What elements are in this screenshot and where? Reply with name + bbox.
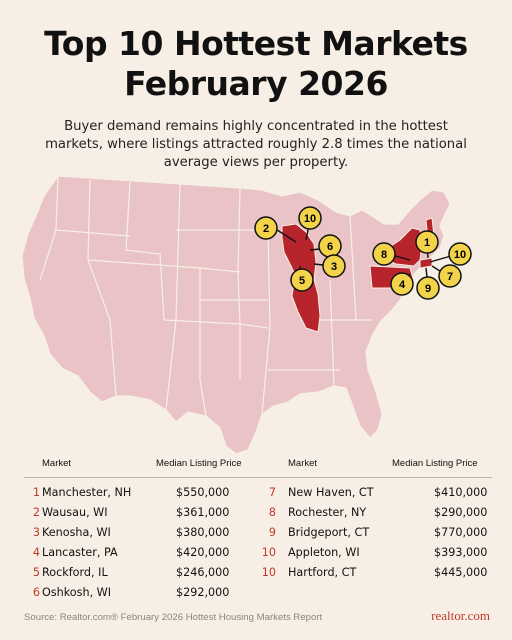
markers: 2 10 6 3 5 1 8 10 — [254, 206, 472, 300]
rank-number: 7 — [268, 486, 276, 499]
table-row: 7 New Haven, CT $410,000 — [258, 486, 492, 506]
header-market: Market — [288, 458, 318, 469]
marker-10-ct: 10 — [448, 242, 472, 266]
us-base-shape — [21, 175, 451, 455]
table-row: 2 Wausau, WI $361,000 — [24, 506, 258, 526]
rank-number: 9 — [268, 526, 276, 539]
svg-text:1: 1 — [424, 237, 430, 249]
state-illinois — [291, 279, 321, 333]
rank-number: 4 — [32, 546, 40, 559]
market-name: Hartford, CT — [288, 566, 357, 579]
marker-8: 8 — [372, 242, 396, 266]
market-price: $292,000 — [176, 586, 230, 599]
realtor-logo[interactable]: realtor.com — [431, 608, 490, 623]
table-row: 4 Lancaster, PA $420,000 — [24, 546, 258, 566]
state-connecticut — [419, 257, 433, 269]
table-row: 1 Manchester, NH $550,000 — [24, 486, 258, 506]
market-price: $410,000 — [434, 486, 488, 499]
marker-10-wi: 10 — [298, 206, 322, 230]
rank-number: 3 — [32, 526, 40, 539]
us-map: 2 10 6 3 5 1 8 10 — [21, 175, 472, 455]
market-name: Kenosha, WI — [42, 526, 111, 539]
marker-4: 4 — [390, 272, 414, 296]
market-name: Lancaster, PA — [42, 546, 118, 559]
rank-number: 10 — [261, 546, 276, 559]
market-price: $445,000 — [434, 566, 488, 579]
market-name: Bridgeport, CT — [288, 526, 370, 539]
page-title: Top 10 Hottest Markets February 2026 — [0, 24, 512, 104]
title-line-2: February 2026 — [124, 64, 388, 103]
rank-number: 5 — [32, 566, 40, 579]
rank-number: 2 — [32, 506, 40, 519]
table-row: 8 Rochester, NY $290,000 — [258, 506, 492, 526]
table-row: 10 Appleton, WI $393,000 — [258, 546, 492, 566]
table-row: 6 Oshkosh, WI $292,000 — [24, 586, 258, 606]
header-price: Median Listing Price — [392, 458, 478, 469]
table-row: 9 Bridgeport, CT $770,000 — [258, 526, 492, 546]
svg-text:8: 8 — [381, 249, 387, 261]
svg-text:7: 7 — [447, 271, 453, 283]
svg-text:10: 10 — [454, 249, 466, 261]
table-row: 5 Rockford, IL $246,000 — [24, 566, 258, 586]
marker-3: 3 — [322, 254, 346, 278]
market-price: $393,000 — [434, 546, 488, 559]
table-row: 10 Hartford, CT $445,000 — [258, 566, 492, 586]
rank-number: 6 — [32, 586, 40, 599]
header-divider — [24, 477, 492, 478]
market-name: Rockford, IL — [42, 566, 108, 579]
market-name: Oshkosh, WI — [42, 586, 112, 599]
marker-9: 9 — [416, 276, 440, 300]
market-name: Appleton, WI — [288, 546, 360, 559]
table-row: 3 Kenosha, WI $380,000 — [24, 526, 258, 546]
rank-number: 1 — [32, 486, 40, 499]
market-price: $246,000 — [176, 566, 230, 579]
state-borders — [39, 175, 372, 417]
header-price: Median Listing Price — [156, 458, 242, 469]
svg-text:5: 5 — [299, 275, 305, 287]
marker-6: 6 — [318, 234, 342, 258]
marker-2: 2 — [254, 216, 278, 240]
svg-text:3: 3 — [331, 261, 337, 273]
marker-5: 5 — [290, 268, 314, 292]
svg-text:10: 10 — [304, 213, 316, 225]
header-market: Market — [42, 458, 72, 469]
market-price: $420,000 — [176, 546, 230, 559]
rank-number: 8 — [268, 506, 276, 519]
market-price: $290,000 — [434, 506, 488, 519]
market-price: $550,000 — [176, 486, 230, 499]
svg-text:6: 6 — [327, 241, 333, 253]
marker-1: 1 — [415, 230, 439, 254]
svg-text:2: 2 — [263, 223, 269, 235]
source-note: Source: Realtor.com® February 2026 Hotte… — [24, 612, 323, 623]
market-name: Manchester, NH — [42, 486, 132, 499]
market-price: $361,000 — [176, 506, 230, 519]
market-price: $380,000 — [176, 526, 230, 539]
title-line-1: Top 10 Hottest Markets — [44, 24, 468, 63]
market-price: $770,000 — [434, 526, 488, 539]
rank-number: 10 — [261, 566, 276, 579]
market-name: Rochester, NY — [288, 506, 367, 519]
svg-text:9: 9 — [425, 283, 431, 295]
subtitle: Buyer demand remains highly concentrated… — [45, 119, 467, 170]
market-name: New Haven, CT — [288, 486, 374, 499]
marker-7: 7 — [438, 264, 462, 288]
market-name: Wausau, WI — [42, 506, 108, 519]
svg-text:4: 4 — [399, 279, 406, 291]
